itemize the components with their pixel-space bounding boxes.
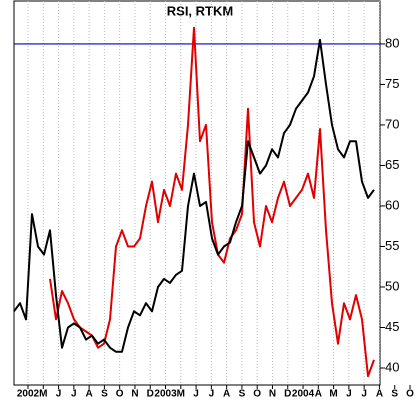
x-tick-label: N <box>269 389 276 400</box>
x-tick-label: S <box>239 389 246 400</box>
x-tick-label: A <box>376 389 383 400</box>
y-tick-label: 55 <box>385 238 399 253</box>
x-tick-label: J <box>346 389 352 400</box>
x-tick-label: A <box>223 389 230 400</box>
y-tick-label: 50 <box>385 278 399 293</box>
x-tick-label: J <box>361 389 367 400</box>
series-line <box>49 26 375 378</box>
x-tick-label: D <box>147 389 154 400</box>
x-tick-label: D <box>284 389 291 400</box>
x-tick-label: M <box>329 389 337 400</box>
series-line <box>13 38 375 353</box>
x-tick-label: S <box>391 389 398 400</box>
y-tick-label: 60 <box>385 197 399 212</box>
x-tick-label: J <box>193 389 199 400</box>
x-tick-label: A <box>315 389 322 400</box>
chart-title: RSI, RTKM <box>167 3 233 18</box>
x-tick-label: J <box>71 389 77 400</box>
x-tick-label: 2002 <box>17 389 40 400</box>
x-tick-label: J <box>56 389 62 400</box>
x-tick-label: S <box>101 389 108 400</box>
x-tick-label: A <box>86 389 93 400</box>
x-tick-label: O <box>116 389 124 400</box>
x-tick-label: J <box>209 389 215 400</box>
y-tick-label: 70 <box>385 116 399 131</box>
x-tick-label: 2003 <box>154 389 177 400</box>
x-tick-label: M <box>177 389 185 400</box>
x-tick-label: M <box>39 389 47 400</box>
x-tick-label: O <box>406 389 414 400</box>
y-tick-label: 75 <box>385 76 399 91</box>
y-tick-label: 65 <box>385 157 399 172</box>
y-tick-label: 80 <box>385 35 399 50</box>
y-tick-label: 45 <box>385 319 399 334</box>
x-tick-label: 2004 <box>292 389 315 400</box>
x-tick-label: O <box>253 389 261 400</box>
y-tick-label: 40 <box>385 359 399 374</box>
x-tick-label: N <box>131 389 138 400</box>
